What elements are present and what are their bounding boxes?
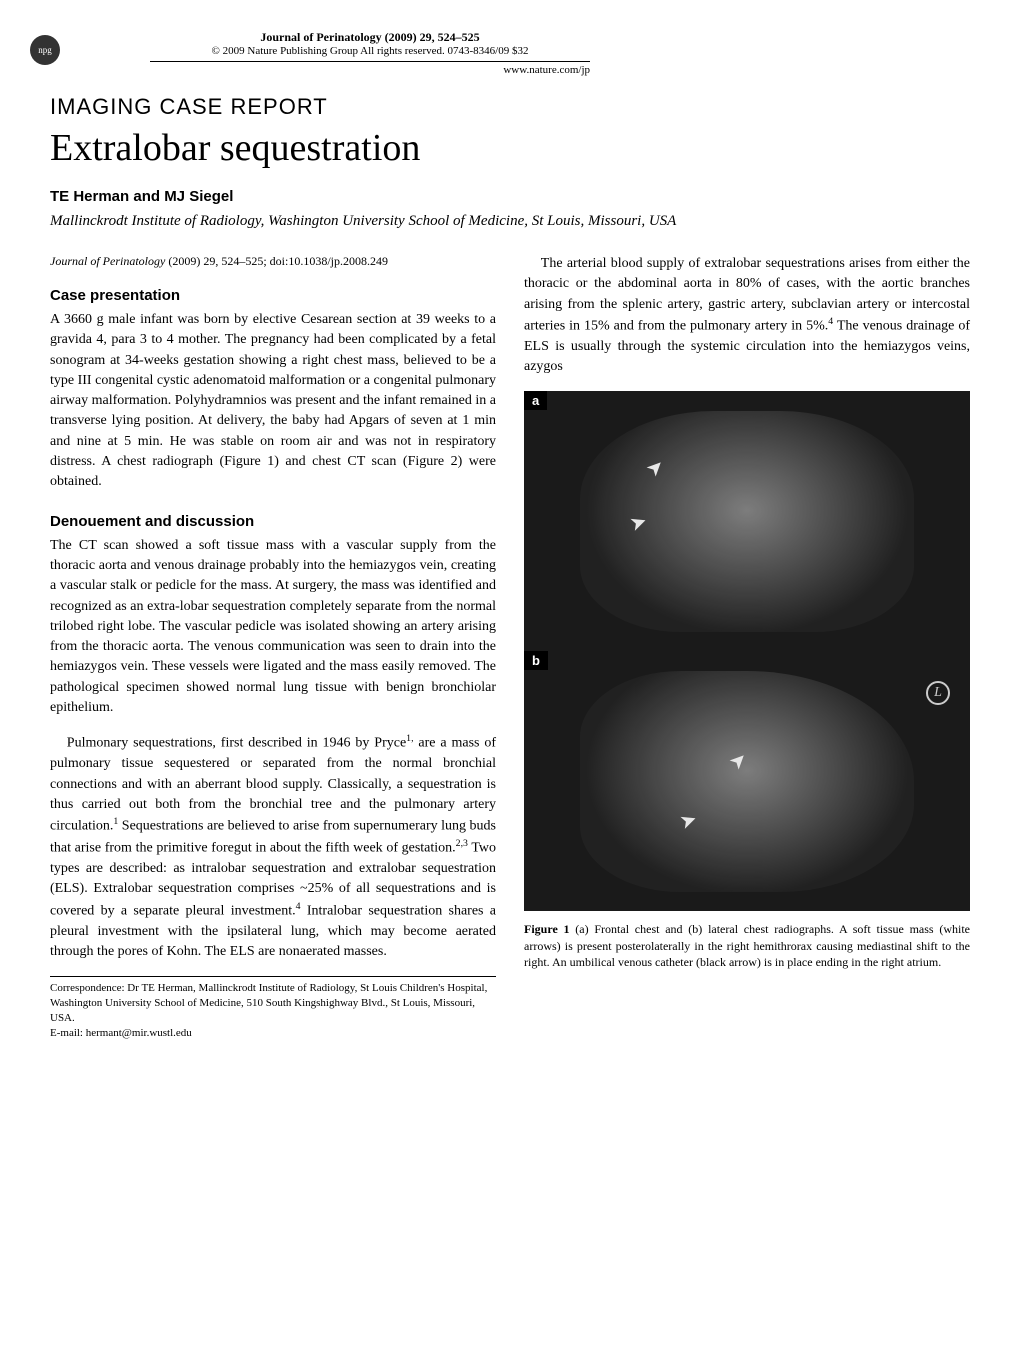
left-column: Journal of Perinatology (2009) 29, 524–5…: [50, 254, 496, 1041]
correspondence-block: Correspondence: Dr TE Herman, Mallinckro…: [50, 976, 496, 1040]
figure-1a-image: a ➤ ➤: [524, 391, 970, 651]
journal-website: www.nature.com/jp: [150, 64, 590, 76]
article-affiliation: Mallinckrodt Institute of Radiology, Was…: [50, 213, 970, 230]
figure-1b-label: b: [524, 651, 548, 670]
citation-ref-1: 1,: [406, 733, 413, 744]
xray-frontal-placeholder: ➤ ➤: [580, 411, 915, 632]
denouement-paragraph-2: Pulmonary sequestrations, first describe…: [50, 732, 496, 962]
copyright-line: © 2009 Nature Publishing Group All right…: [150, 45, 590, 57]
den-p2-text-1: Pulmonary sequestrations, first describe…: [67, 736, 406, 751]
white-arrow-icon: ➤: [640, 453, 670, 483]
figure-1b-image: b L ➤ ➤: [524, 651, 970, 911]
article-title: Extralobar sequestration: [50, 126, 970, 170]
figure-caption-body: (a) Frontal chest and (b) lateral chest …: [524, 922, 970, 968]
article-citation: Journal of Perinatology (2009) 29, 524–5…: [50, 254, 496, 269]
journal-header: Journal of Perinatology (2009) 29, 524–5…: [150, 30, 590, 62]
denouement-paragraph-1: The CT scan showed a soft tissue mass wi…: [50, 536, 496, 719]
citation-details: (2009) 29, 524–525;: [165, 254, 269, 268]
white-arrow-icon: ➤: [676, 806, 700, 835]
case-presentation-heading: Case presentation: [50, 287, 496, 304]
correspondence-address: Correspondence: Dr TE Herman, Mallinckro…: [50, 981, 496, 1026]
citation-journal: Journal of Perinatology: [50, 254, 165, 268]
publisher-badge: npg: [30, 35, 60, 65]
correspondence-email: E-mail: hermant@mir.wustl.edu: [50, 1026, 496, 1041]
figure-caption-lead: Figure 1: [524, 922, 570, 936]
figure-1a-label: a: [524, 391, 547, 410]
journal-title-line: Journal of Perinatology (2009) 29, 524–5…: [150, 30, 590, 45]
right-col-paragraph-1: The arterial blood supply of extralobar …: [524, 254, 970, 377]
article-type: IMAGING CASE REPORT: [50, 94, 970, 120]
case-paragraph-1: A 3660 g male infant was born by electiv…: [50, 310, 496, 493]
article-authors: TE Herman and MJ Siegel: [50, 188, 970, 205]
white-arrow-icon: ➤: [724, 746, 754, 776]
l-side-marker: L: [926, 681, 950, 705]
figure-1: a ➤ ➤ b L ➤ ➤ Figure 1 (a) Frontal chest…: [524, 391, 970, 970]
denouement-heading: Denouement and discussion: [50, 513, 496, 530]
figure-1-caption: Figure 1 (a) Frontal chest and (b) later…: [524, 921, 970, 970]
citation-doi: doi:10.1038/jp.2008.249: [270, 254, 388, 268]
white-arrow-icon: ➤: [626, 508, 650, 537]
citation-ref-3: 2,3: [456, 838, 468, 849]
right-column: The arterial blood supply of extralobar …: [524, 254, 970, 1041]
two-column-layout: Journal of Perinatology (2009) 29, 524–5…: [50, 254, 970, 1041]
xray-lateral-placeholder: ➤ ➤: [580, 671, 915, 892]
